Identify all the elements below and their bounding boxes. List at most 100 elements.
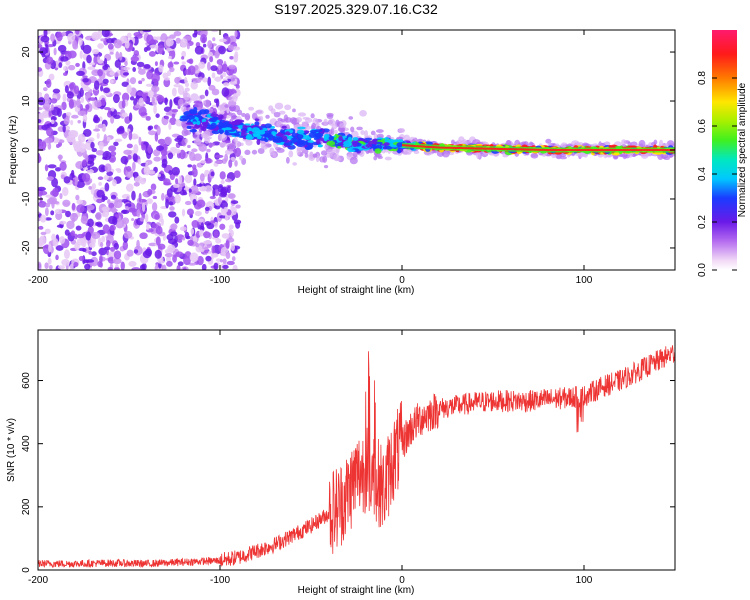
spectrogram-noise-blob [175, 251, 184, 258]
spectrogram-ridge-blob [203, 109, 210, 115]
spectrogram-noise-blob [149, 39, 159, 45]
spectrogram-ridge-blob [217, 114, 224, 120]
spectrogram-ridge-blob [196, 120, 201, 126]
spectrogram-noise-blob [206, 148, 211, 153]
spectrogram-ridge-blob [397, 139, 404, 143]
spectrogram-halo-blob [326, 148, 335, 155]
spectrogram-noise-blob [75, 194, 80, 201]
spectrogram-halo-blob [334, 129, 338, 135]
spectrogram-noise-blob [83, 129, 92, 137]
spectrogram-noise-blob [65, 60, 71, 66]
spectrogram-noise-blob [193, 178, 197, 186]
spectrogram-halo-blob [320, 150, 328, 156]
spectrogram-noise-blob [81, 159, 87, 167]
spectrogram-noise-blob [162, 143, 168, 152]
spectrogram-noise-blob [53, 47, 57, 56]
spectrogram-noise-blob [111, 179, 117, 187]
spectrogram-halo-blob [202, 100, 207, 106]
spectrogram-noise-blob [184, 76, 188, 84]
spectrogram-noise-blob [198, 143, 207, 152]
spectrogram-noise-blob [157, 173, 161, 177]
spectrogram-x-tick-label: -200 [28, 275, 48, 286]
spectrogram-noise-blob [44, 164, 49, 172]
spectrogram-ridge-blob [282, 135, 288, 141]
spectrogram-noise-blob [167, 152, 174, 160]
spectrogram-noise-blob [44, 93, 50, 102]
spectrogram-noise-blob [65, 210, 72, 218]
spectrogram-noise-blob [120, 261, 125, 270]
spectrogram-noise-blob [69, 263, 74, 270]
spectrogram-noise-blob [121, 209, 127, 214]
snr-x-tick-label: 0 [399, 575, 405, 586]
spectrogram-noise-blob [115, 51, 120, 60]
spectrogram-noise-blob [202, 77, 208, 83]
spectrogram-noise-blob [38, 67, 43, 72]
spectrogram-halo-blob [323, 165, 329, 169]
spectrogram-noise-blob [116, 127, 125, 134]
spectrogram-noise-blob [164, 136, 172, 146]
spectrogram-noise-blob [62, 124, 66, 133]
spectrogram-noise-blob [136, 208, 141, 218]
spectrogram-halo-blob [268, 105, 274, 112]
spectrogram-noise-blob [70, 230, 76, 237]
spectrogram-halo-blob [476, 151, 481, 160]
spectrogram-noise-blob [173, 61, 180, 65]
spectrogram-noise-blob [138, 80, 143, 85]
spectrogram-noise-blob [175, 178, 179, 185]
spectrogram-noise-blob [190, 228, 195, 235]
spectrogram-halo-blob [330, 127, 335, 136]
spectrogram-halo-blob [653, 139, 658, 145]
spectrogram-noise-blob [209, 195, 216, 200]
spectrogram-noise-blob [102, 87, 111, 94]
spectrogram-noise-blob [109, 51, 114, 55]
spectrogram-noise-blob [162, 264, 167, 270]
spectrogram-ridge-blob [352, 137, 359, 141]
spectrogram-noise-blob [98, 141, 104, 151]
spectrogram-noise-blob [121, 92, 130, 102]
spectrogram-noise-blob [138, 97, 145, 107]
snr-frame [37, 329, 676, 571]
colorbar-tick-label: 0.2 [697, 215, 708, 229]
spectrogram-noise-blob [207, 40, 213, 49]
spectrogram-noise-blob [168, 122, 172, 130]
spectrogram-noise-blob [38, 107, 43, 111]
spectrogram-halo-blob [530, 153, 539, 159]
spectrogram-noise-blob [168, 170, 173, 176]
spectrogram-noise-blob [81, 173, 91, 182]
spectrogram-noise-blob [204, 221, 212, 226]
spectrogram-noise-blob [120, 65, 124, 75]
spectrogram-noise-blob [127, 154, 132, 160]
spectrogram-ridge-blob [297, 126, 306, 130]
spectrogram-noise-blob [166, 260, 173, 267]
spectrogram-noise-blob [230, 76, 235, 82]
spectrogram-noise-blob [151, 96, 155, 105]
spectrogram-noise-blob [154, 249, 162, 259]
spectrogram-noise-blob [55, 245, 64, 251]
spectrogram-noise-blob [227, 44, 235, 51]
spectrogram-noise-blob [161, 158, 168, 167]
snr-y-tick-label: 200 [21, 498, 32, 515]
spectrogram-noise-blob [214, 76, 222, 82]
spectrogram-noise-blob [128, 130, 133, 141]
snr-x-tick-label: 100 [576, 575, 593, 586]
spectrogram-noise-blob [234, 160, 238, 167]
spectrogram-ridge-blob [185, 122, 194, 125]
spectrogram-noise-blob [141, 144, 147, 151]
spectrogram-noise-blob [61, 31, 67, 37]
spectrogram-noise-blob [102, 156, 107, 160]
spectrogram-noise-blob [61, 259, 70, 266]
spectrogram-noise-blob [100, 38, 106, 42]
spectrogram-noise-blob [230, 205, 234, 212]
spectrogram-noise-blob [157, 138, 166, 145]
spectrogram-noise-blob [138, 68, 146, 75]
spectrogram-noise-blob [76, 180, 85, 189]
spectrogram-noise-blob [222, 258, 227, 264]
spectrogram-noise-blob [154, 61, 158, 67]
spectrogram-halo-blob [278, 110, 286, 115]
spectrogram-noise-blob [38, 200, 47, 208]
spectrogram-noise-blob [196, 183, 203, 187]
spectrogram-noise-blob [173, 83, 182, 88]
spectrogram-ridge-blob [192, 121, 197, 125]
spectrogram-ridge-blob [326, 140, 336, 146]
spectrogram-noise-blob [147, 188, 153, 196]
